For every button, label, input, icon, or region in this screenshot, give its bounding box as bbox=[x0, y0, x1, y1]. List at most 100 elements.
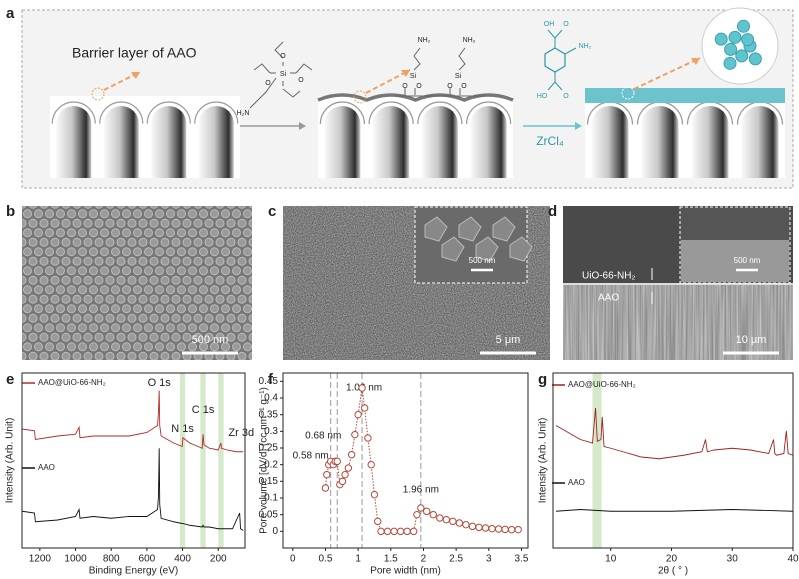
atom-label: Si bbox=[280, 71, 287, 78]
data-point bbox=[455, 519, 464, 527]
barrier-arc bbox=[99, 101, 144, 124]
data-point bbox=[360, 404, 369, 412]
arrow-head bbox=[575, 122, 582, 130]
data-point bbox=[423, 507, 431, 516]
data-point bbox=[347, 450, 356, 459]
panel-label: a bbox=[6, 5, 15, 22]
atom-label: NH₂ bbox=[418, 37, 431, 44]
pointer-head bbox=[691, 58, 700, 65]
x-tick-label: 1200 bbox=[29, 554, 52, 565]
y-tick-label: 0.45 bbox=[259, 376, 279, 387]
data-point bbox=[481, 524, 490, 532]
y-axis-label: Intensity (Arb. Unit) bbox=[538, 418, 549, 504]
legend-label: AAO@UiO-66-NH₂ bbox=[38, 378, 106, 387]
data-point bbox=[494, 525, 503, 533]
mof-bubble bbox=[701, 7, 779, 85]
zoom-circle bbox=[91, 87, 105, 101]
series-line bbox=[21, 390, 244, 453]
mof-cluster bbox=[736, 19, 750, 33]
data-point bbox=[354, 410, 362, 419]
x-tick-label: 10 bbox=[605, 554, 617, 565]
x-tick-label: 1.5 bbox=[384, 554, 398, 565]
scale-text: 10 μm bbox=[736, 334, 767, 346]
data-point bbox=[383, 527, 392, 536]
highlight-band bbox=[200, 373, 206, 548]
layer-label: UiO-66-NH₂ bbox=[582, 271, 635, 282]
plot-frame bbox=[282, 372, 529, 549]
data-point bbox=[323, 470, 331, 479]
inset-layer bbox=[681, 240, 789, 282]
data-point bbox=[377, 527, 385, 536]
pore bbox=[373, 105, 410, 178]
pore bbox=[151, 106, 187, 178]
data-point bbox=[436, 514, 444, 522]
y-axis-label: Pore volume [dV/d] (cc nm⁻¹ g⁻¹) bbox=[259, 387, 270, 534]
series-line bbox=[555, 407, 794, 460]
crystal bbox=[509, 236, 533, 262]
reference-label: 1.96 nm bbox=[403, 485, 439, 496]
x-tick-label: 800 bbox=[103, 554, 120, 565]
barrier-arc bbox=[51, 101, 96, 124]
y-tick-label: 0.2 bbox=[264, 459, 278, 470]
reference-label: 0.58 nm bbox=[293, 451, 329, 462]
barrier-arc bbox=[417, 101, 463, 125]
panel-label: b bbox=[6, 203, 15, 220]
legend-label: AAO bbox=[568, 478, 585, 487]
mof-cluster bbox=[723, 56, 737, 70]
x-tick-label: 30 bbox=[727, 554, 739, 565]
data-point bbox=[351, 430, 359, 439]
y-tick-label: 0.25 bbox=[259, 443, 279, 454]
barrier-arc bbox=[465, 101, 512, 125]
pore bbox=[56, 106, 92, 178]
highlight-band bbox=[592, 373, 602, 548]
mof-layer bbox=[585, 88, 785, 103]
data-point bbox=[396, 527, 405, 536]
peak-label: N 1s bbox=[171, 423, 194, 435]
mof-cluster bbox=[724, 42, 738, 56]
sem-texture bbox=[563, 284, 793, 360]
x-axis-label: 2θ ( ° ) bbox=[658, 566, 688, 577]
x-axis-label: Binding Energy (eV) bbox=[89, 566, 179, 577]
data-point bbox=[442, 515, 451, 524]
data-point bbox=[367, 460, 375, 469]
highlight-band bbox=[179, 373, 186, 548]
peak-label: O 1s bbox=[148, 377, 172, 389]
atom-label: H₂N bbox=[237, 110, 250, 117]
barrier-arc bbox=[319, 101, 366, 125]
data-point bbox=[338, 477, 347, 486]
legend-label: AAO bbox=[38, 463, 55, 472]
mof-cluster bbox=[714, 32, 728, 46]
atom-label: NH₂ bbox=[579, 43, 592, 50]
pore bbox=[103, 106, 139, 178]
series-line bbox=[21, 448, 244, 531]
bond bbox=[404, 47, 466, 95]
crystal bbox=[492, 216, 516, 242]
atom-label: O bbox=[265, 80, 271, 87]
data-point bbox=[501, 525, 509, 534]
data-point bbox=[413, 510, 421, 519]
data-point bbox=[468, 522, 477, 531]
scale-text: 5 μm bbox=[496, 334, 521, 346]
peak-label: C 1s bbox=[192, 404, 215, 416]
x-tick-label: 2.5 bbox=[449, 554, 463, 565]
peak-label: Zr 3d bbox=[228, 427, 254, 439]
mof-cluster bbox=[741, 33, 755, 47]
pointer-head bbox=[131, 72, 140, 79]
scheme-title: Barrier layer of AAO bbox=[72, 45, 197, 61]
y-tick-label: 0.3 bbox=[264, 426, 278, 437]
pore bbox=[470, 105, 507, 178]
atom-label: Si bbox=[410, 73, 417, 80]
data-point bbox=[449, 517, 457, 526]
atom-label: HO bbox=[537, 93, 548, 100]
atom-label: O bbox=[461, 83, 467, 90]
x-tick-label: 2 bbox=[421, 554, 427, 565]
sem-image bbox=[22, 206, 252, 360]
x-tick-label: 200 bbox=[210, 554, 227, 565]
x-tick-label: 400 bbox=[174, 554, 191, 565]
x-tick-label: 0 bbox=[290, 554, 296, 565]
data-point bbox=[333, 457, 341, 466]
crystal bbox=[424, 216, 448, 242]
data-point bbox=[403, 527, 411, 536]
data-point bbox=[514, 525, 522, 534]
